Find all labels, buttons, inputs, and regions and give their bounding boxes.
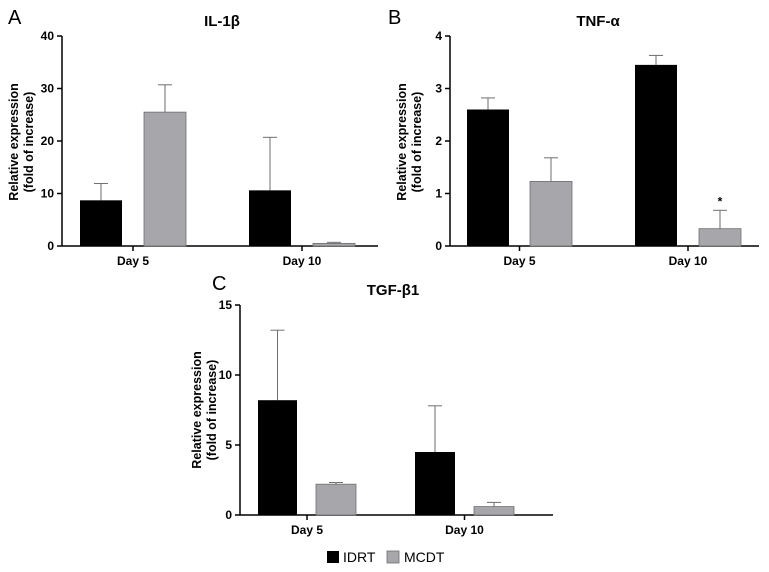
x-tick-label: Day 5 <box>503 254 535 268</box>
y-tick-label: 2 <box>435 134 442 148</box>
y-tick-label: 4 <box>435 29 442 43</box>
significance-marker: * <box>718 194 723 208</box>
x-tick-label: Day 10 <box>283 254 322 268</box>
panel-letter-b: B <box>388 7 401 29</box>
panel-b-tnfa: B TNF-α Relative expression (fold of inc… <box>388 7 759 268</box>
y-axis-label-line2: (fold of increase) <box>22 92 36 193</box>
chart-title-tgfb1: TGF-β1 <box>367 282 420 299</box>
bar-idrt-day-10 <box>635 64 677 246</box>
x-tick-label: Day 5 <box>291 523 323 537</box>
bar-mcdt-day-10 <box>473 506 515 516</box>
panel-letter-c: C <box>212 273 226 295</box>
chart-title-tnfa: TNF-α <box>576 13 620 30</box>
bar-idrt-day-5 <box>467 109 509 246</box>
legend: IDRT MCDT <box>327 549 445 565</box>
y-axis-label-line2: (fold of increase) <box>410 92 424 193</box>
legend-swatch-mcdt <box>386 550 400 564</box>
chart-title-il1b: IL-1β <box>204 13 240 30</box>
bar-mcdt-day-5 <box>315 483 357 516</box>
bar-idrt-day-5 <box>80 200 122 246</box>
plot-area-a: 0 10 20 30 40 Day 5 Day 10 <box>41 29 378 268</box>
y-tick-label: 40 <box>41 29 55 43</box>
y-tick-label: 3 <box>435 82 442 96</box>
plot-area-b: 0 1 2 3 4 Day 5 Day 10 * <box>435 29 759 268</box>
panel-letter-a: A <box>8 7 22 29</box>
y-tick-label: 20 <box>41 134 55 148</box>
panel-a-il1b: A IL-1β Relative expression (fold of inc… <box>7 7 378 268</box>
y-tick-label: 1 <box>435 187 442 201</box>
plot-area-c: 0 5 10 15 Day 5 Day 10 <box>219 298 553 537</box>
x-tick-label: Day 10 <box>445 523 484 537</box>
y-tick-label: 10 <box>219 368 233 382</box>
legend-label-mcdt: MCDT <box>404 549 445 565</box>
bar-mcdt-day-10 <box>698 228 742 247</box>
y-tick-label: 10 <box>41 187 55 201</box>
bar-mcdt-day-5 <box>143 111 187 247</box>
y-tick-label: 15 <box>219 298 233 312</box>
y-axis-label-line2: (fold of increase) <box>205 360 219 461</box>
x-tick-label: Day 5 <box>117 254 149 268</box>
bar-idrt-day-10 <box>415 452 455 515</box>
legend-swatch-idrt <box>327 551 339 563</box>
panel-c-tgfb1: C TGF-β1 Relative expression (fold of in… <box>190 273 553 537</box>
legend-label-idrt: IDRT <box>343 549 376 565</box>
y-axis-label-line1: Relative expression <box>395 83 409 200</box>
bar-idrt-day-5 <box>258 400 297 515</box>
bar-idrt-day-10 <box>249 190 291 246</box>
bar-mcdt-day-5 <box>529 181 573 247</box>
y-tick-label: 5 <box>225 438 232 452</box>
y-tick-label: 30 <box>41 82 55 96</box>
x-tick-label: Day 10 <box>669 254 708 268</box>
y-tick-label: 0 <box>435 239 442 253</box>
y-axis-label-line1: Relative expression <box>190 351 204 468</box>
y-tick-label: 0 <box>225 508 232 522</box>
bar-mcdt-day-10 <box>312 242 356 247</box>
y-axis-label-line1: Relative expression <box>7 83 21 200</box>
y-tick-label: 0 <box>47 239 54 253</box>
